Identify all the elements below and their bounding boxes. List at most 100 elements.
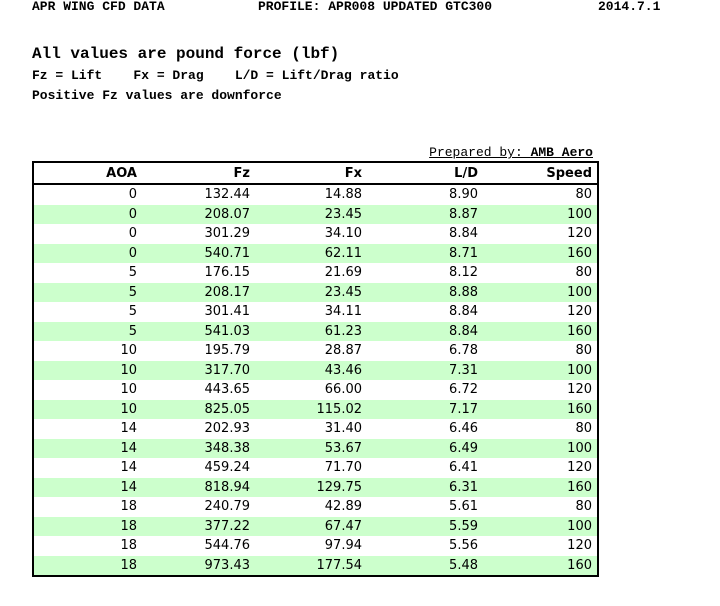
cell-fz: 208.07 [204, 206, 251, 222]
cell-fx: 53.67 [324, 440, 362, 456]
col-header-ld: L/D [367, 162, 483, 185]
cell-fz: 195.79 [204, 343, 251, 359]
cell-ld: 5.61 [449, 499, 478, 515]
table-header-row: AOA Fz Fx L/D Speed [33, 162, 598, 185]
cell-speed: 120 [567, 460, 592, 476]
table-row: 5 176.15 21.69 8.12 80 [33, 263, 598, 283]
table-row: 14 202.93 31.40 6.46 80 [33, 419, 598, 439]
cell-speed: 80 [575, 187, 592, 203]
cell-ld: 5.48 [449, 557, 478, 573]
cell-aoa: 14 [120, 421, 137, 437]
table-row: 0 132.44 14.88 8.90 80 [33, 184, 598, 205]
cell-aoa: 5 [128, 284, 137, 300]
cell-aoa: 18 [120, 499, 137, 515]
table-row: 0 301.29 34.10 8.84 120 [33, 224, 598, 244]
cell-fz: 208.17 [204, 284, 251, 300]
table-row: 10 825.05 115.02 7.17 160 [33, 399, 598, 419]
cell-speed: 160 [567, 479, 592, 495]
cell-fx: 66.00 [324, 382, 362, 398]
cell-aoa: 10 [120, 362, 137, 378]
cell-aoa: 14 [120, 460, 137, 476]
cell-aoa: 14 [120, 479, 137, 495]
cell-ld: 8.84 [449, 304, 478, 320]
cell-aoa: 18 [120, 557, 137, 573]
table-row: 18 240.79 42.89 5.61 80 [33, 497, 598, 517]
prepared-by-name: AMB Aero [530, 145, 593, 160]
table-row: 10 195.79 28.87 6.78 80 [33, 341, 598, 361]
cell-speed: 100 [567, 284, 592, 300]
cell-fz: 301.41 [204, 304, 251, 320]
table-row: 14 818.94 129.75 6.31 160 [33, 477, 598, 497]
cell-fz: 443.65 [204, 382, 251, 398]
cell-fx: 71.70 [324, 460, 362, 476]
cell-fz: 544.76 [204, 538, 251, 554]
cell-fz: 377.22 [204, 518, 251, 534]
cell-speed: 80 [575, 499, 592, 515]
table-row: 5 208.17 23.45 8.88 100 [33, 282, 598, 302]
document-subtitle: All values are pound force (lbf) [32, 45, 340, 63]
cell-fz: 240.79 [204, 499, 251, 515]
col-header-speed: Speed [483, 162, 598, 185]
document-title-line: APR WING CFD DATA PROFILE: APR008 UPDATE… [0, 0, 720, 15]
cell-aoa: 18 [120, 518, 137, 534]
table-row: 10 317.70 43.46 7.31 100 [33, 360, 598, 380]
cell-aoa: 0 [128, 226, 137, 242]
cell-speed: 160 [567, 323, 592, 339]
table-row: 0 208.07 23.45 8.87 100 [33, 204, 598, 224]
cell-fx: 67.47 [324, 518, 362, 534]
cell-fx: 34.10 [324, 226, 362, 242]
table-row: 0 540.71 62.11 8.71 160 [33, 243, 598, 263]
legend-line: Fz = Lift Fx = Drag L/D = Lift/Drag rati… [32, 68, 399, 83]
cell-ld: 7.31 [449, 362, 478, 378]
cell-aoa: 5 [128, 265, 137, 281]
cell-ld: 6.72 [449, 382, 478, 398]
cell-ld: 8.84 [449, 323, 478, 339]
cell-ld: 8.12 [449, 265, 478, 281]
cell-ld: 6.41 [449, 460, 478, 476]
cell-fz: 973.43 [204, 557, 251, 573]
cell-ld: 6.31 [449, 479, 478, 495]
data-table: AOA Fz Fx L/D Speed 0 132.44 14.88 8.90 80 0 2… [32, 161, 599, 577]
cell-fx: 115.02 [316, 401, 363, 417]
cell-ld: 8.88 [449, 284, 478, 300]
cell-ld: 5.56 [449, 538, 478, 554]
cell-ld: 8.87 [449, 206, 478, 222]
col-header-fx: Fx [255, 162, 367, 185]
col-header-fz: Fz [142, 162, 255, 185]
cell-fx: 177.54 [316, 557, 363, 573]
cell-speed: 160 [567, 245, 592, 261]
cell-fz: 176.15 [204, 265, 251, 281]
cell-fx: 23.45 [324, 284, 362, 300]
cell-speed: 80 [575, 265, 592, 281]
cell-fz: 818.94 [204, 479, 251, 495]
cell-aoa: 10 [120, 382, 137, 398]
cell-aoa: 0 [128, 245, 137, 261]
cell-fx: 14.88 [324, 187, 362, 203]
cell-fx: 62.11 [324, 245, 362, 261]
cell-fx: 42.89 [324, 499, 362, 515]
cell-speed: 80 [575, 421, 592, 437]
table-row: 5 541.03 61.23 8.84 160 [33, 321, 598, 341]
cell-fz: 825.05 [204, 401, 251, 417]
note-line: Positive Fz values are downforce [32, 88, 282, 103]
cell-fx: 34.11 [324, 304, 362, 320]
cell-ld: 8.84 [449, 226, 478, 242]
cell-fz: 459.24 [204, 460, 251, 476]
cell-fx: 28.87 [324, 343, 362, 359]
document-date: 2014.7.1 [598, 0, 661, 14]
cell-aoa: 10 [120, 343, 137, 359]
prepared-by-line: Prepared by: AMB Aero [32, 145, 593, 160]
cell-speed: 80 [575, 343, 592, 359]
cell-fx: 21.69 [324, 265, 362, 281]
cell-ld: 8.90 [449, 187, 478, 203]
cell-ld: 5.59 [449, 518, 478, 534]
table-body: 0 132.44 14.88 8.90 80 0 208.07 23.45 8.87 100 0 30… [33, 184, 598, 576]
cell-speed: 120 [567, 304, 592, 320]
cell-aoa: 10 [120, 401, 137, 417]
cell-aoa: 0 [128, 206, 137, 222]
table-row: 10 443.65 66.00 6.72 120 [33, 380, 598, 400]
cell-fx: 31.40 [324, 421, 362, 437]
table-row: 18 544.76 97.94 5.56 120 [33, 536, 598, 556]
cell-speed: 120 [567, 538, 592, 554]
cell-ld: 8.71 [449, 245, 478, 261]
